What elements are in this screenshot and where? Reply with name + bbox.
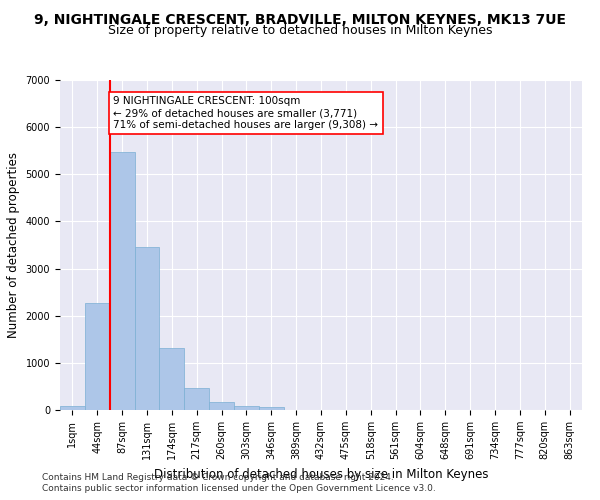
Bar: [234, 406, 259, 410]
Y-axis label: Number of detached properties: Number of detached properties: [7, 152, 20, 338]
Bar: [110, 152, 134, 410]
Bar: [184, 388, 209, 410]
Text: 9 NIGHTINGALE CRESCENT: 100sqm
← 29% of detached houses are smaller (3,771)
71% : 9 NIGHTINGALE CRESCENT: 100sqm ← 29% of …: [113, 96, 379, 130]
Bar: [259, 407, 284, 410]
Bar: [60, 406, 85, 410]
Text: Contains HM Land Registry data © Crown copyright and database right 2024.: Contains HM Land Registry data © Crown c…: [42, 472, 394, 482]
Bar: [85, 302, 110, 410]
Bar: [134, 248, 160, 410]
X-axis label: Distribution of detached houses by size in Milton Keynes: Distribution of detached houses by size …: [154, 468, 488, 480]
Text: Size of property relative to detached houses in Milton Keynes: Size of property relative to detached ho…: [108, 24, 492, 37]
Text: Contains public sector information licensed under the Open Government Licence v3: Contains public sector information licen…: [42, 484, 436, 493]
Text: 9, NIGHTINGALE CRESCENT, BRADVILLE, MILTON KEYNES, MK13 7UE: 9, NIGHTINGALE CRESCENT, BRADVILLE, MILT…: [34, 12, 566, 26]
Bar: [209, 402, 234, 410]
Bar: [160, 348, 184, 410]
